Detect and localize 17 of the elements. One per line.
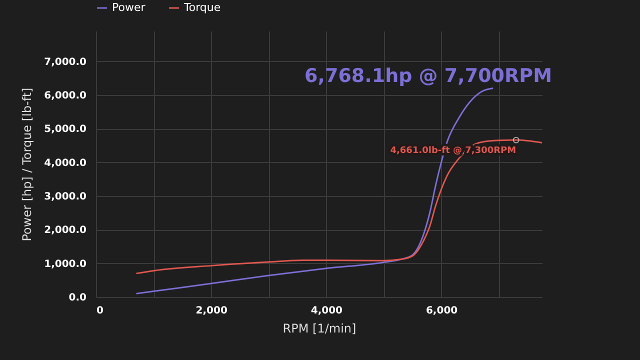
x-tick-label: 0 [96,306,104,316]
y-tick-label: 2,000.0 [44,225,87,236]
y-tick-label: 0.0 [68,292,87,304]
x-axis-title: RPM [1/min] [282,322,356,336]
y-tick-label: 6,000.0 [44,90,87,102]
legend-label: Power [112,1,146,14]
y-tick-label: 3,000.0 [44,191,87,202]
legend-label: Torque [183,1,221,14]
x-tick-label: 2,000 [196,306,228,316]
y-axis-title: Power [hp] / Torque [lb-ft] [20,88,34,242]
x-tick-label: 4,000 [310,306,343,316]
y-tick-label: 1,000.0 [44,258,87,270]
y-tick-label: 5,000.0 [44,124,87,136]
y-tick-label: 7,000.0 [44,56,87,68]
y-tick-label: 4,000.0 [44,158,87,169]
annotation: 6,768.1hp @ 7,700RPM [304,65,552,87]
x-tick-label: 6,000 [426,306,458,316]
